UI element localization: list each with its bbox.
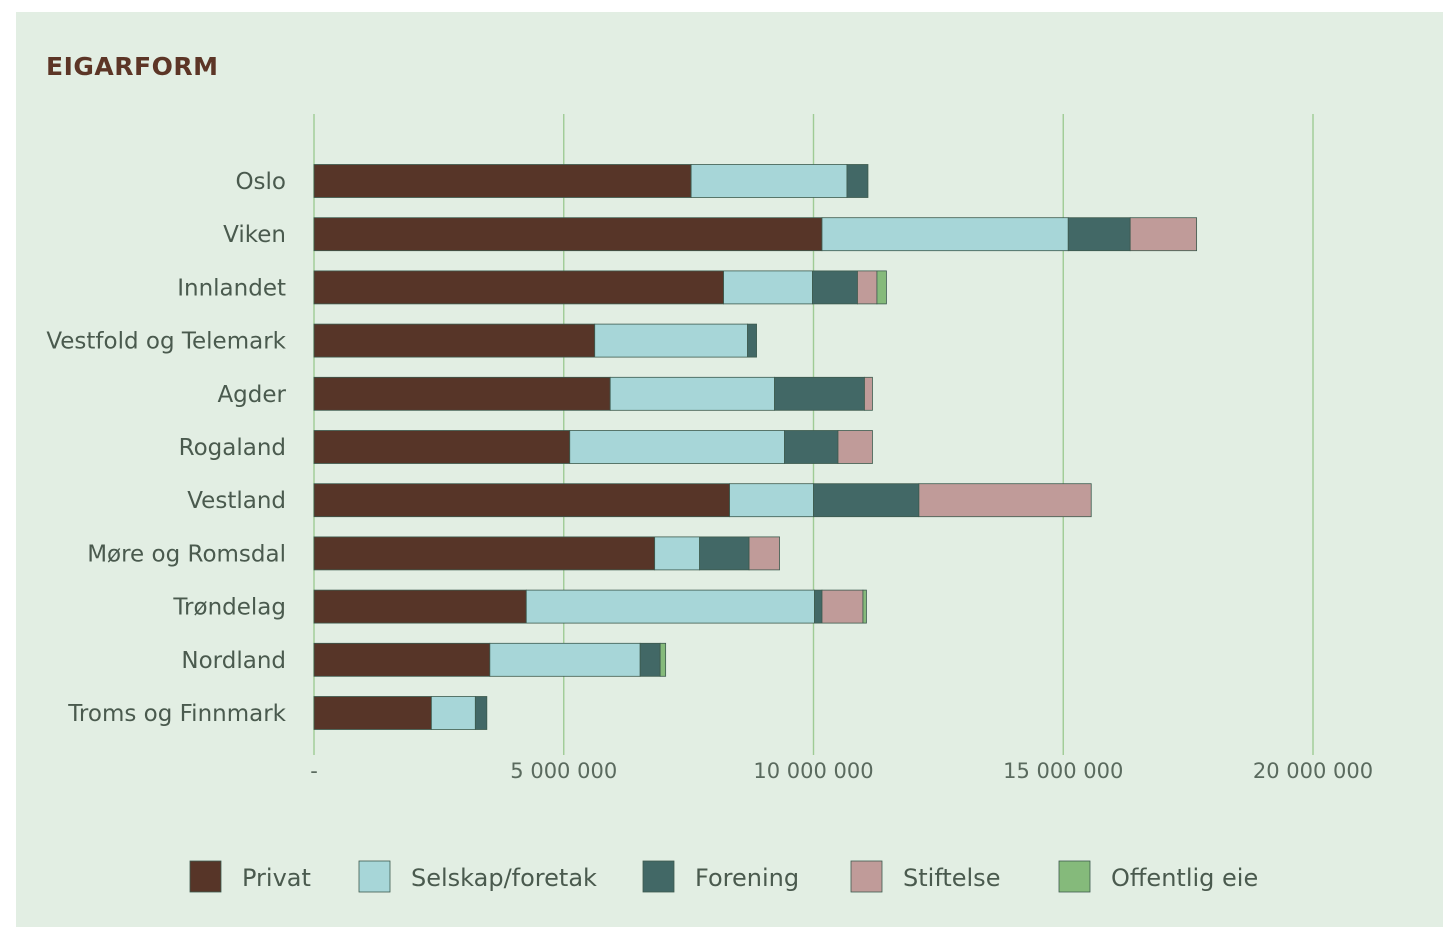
legend-label: Forening bbox=[695, 864, 799, 892]
bar-segment bbox=[609, 376, 775, 411]
bar-segment bbox=[862, 589, 867, 624]
legend-swatch bbox=[850, 860, 883, 893]
bar-segment bbox=[313, 696, 432, 730]
bar-segment bbox=[313, 376, 611, 411]
bar-segment bbox=[864, 376, 873, 411]
bar-segment bbox=[814, 589, 823, 624]
category-label: Viken bbox=[223, 222, 286, 248]
bar-segment bbox=[313, 642, 491, 677]
bar-segment bbox=[313, 536, 656, 571]
bar-segment bbox=[876, 270, 887, 305]
bar-segment bbox=[659, 642, 667, 677]
category-label: Troms og Finnmark bbox=[67, 701, 286, 727]
category-label: Møre og Romsdal bbox=[87, 541, 286, 567]
bar-segment bbox=[747, 323, 757, 358]
bar-segment bbox=[313, 217, 823, 252]
bar-segment bbox=[639, 642, 661, 677]
bar-segment bbox=[1067, 217, 1131, 252]
bar-segment bbox=[821, 589, 864, 624]
bar-segment bbox=[723, 270, 813, 305]
bar-segment bbox=[594, 323, 748, 358]
legend-label: Selskap/foretak bbox=[411, 864, 597, 892]
bar-segment bbox=[430, 696, 476, 730]
bar-segment bbox=[729, 483, 814, 518]
x-tick-label: 10 000 000 bbox=[753, 759, 873, 783]
bar-segment bbox=[1129, 217, 1198, 252]
legend-label: Stiftelse bbox=[903, 864, 1000, 892]
bar-segment bbox=[313, 164, 692, 198]
legend-swatch bbox=[1058, 860, 1091, 893]
bar-segment bbox=[525, 589, 815, 624]
category-label: Rogaland bbox=[179, 435, 286, 461]
bar-segment bbox=[569, 430, 785, 464]
x-tick-label: 5 000 000 bbox=[510, 759, 617, 783]
category-label: Trøndelag bbox=[172, 595, 286, 621]
bar-segment bbox=[474, 696, 488, 730]
bar-segment bbox=[821, 217, 1069, 252]
bar-segment bbox=[857, 270, 878, 305]
bar-segment bbox=[313, 483, 730, 518]
chart-title: EIGARFORM bbox=[46, 52, 219, 81]
bar-segment bbox=[313, 430, 571, 464]
bar-segment bbox=[784, 430, 839, 464]
bar-segment bbox=[813, 483, 920, 518]
category-label: Innlandet bbox=[177, 275, 286, 301]
legend-swatch bbox=[358, 860, 391, 893]
bar-segment bbox=[690, 164, 848, 198]
x-tick-label: 15 000 000 bbox=[1003, 759, 1123, 783]
category-label: Nordland bbox=[181, 648, 286, 674]
category-label: Agder bbox=[217, 382, 286, 408]
bar-segment bbox=[846, 164, 869, 198]
legend-swatch bbox=[189, 860, 222, 893]
bar-segment bbox=[774, 376, 865, 411]
category-label: Vestfold og Telemark bbox=[46, 329, 286, 355]
legend-swatch bbox=[642, 860, 675, 893]
x-tick-label: - bbox=[310, 759, 318, 783]
bar-segment bbox=[313, 589, 527, 624]
legend-label: Privat bbox=[242, 864, 311, 892]
bar-segment bbox=[313, 270, 724, 305]
bar-segment bbox=[748, 536, 780, 571]
bar-segment bbox=[489, 642, 641, 677]
bar-segment bbox=[313, 323, 596, 358]
bar-segment bbox=[837, 430, 873, 464]
bar-segment bbox=[699, 536, 750, 571]
category-label: Oslo bbox=[235, 169, 286, 195]
bar-segment bbox=[812, 270, 858, 305]
bar-segment bbox=[918, 483, 1092, 518]
category-label: Vestland bbox=[187, 488, 286, 514]
bar-segment bbox=[654, 536, 701, 571]
legend-label: Offentlig eie bbox=[1111, 864, 1258, 892]
x-tick-label: 20 000 000 bbox=[1253, 759, 1373, 783]
